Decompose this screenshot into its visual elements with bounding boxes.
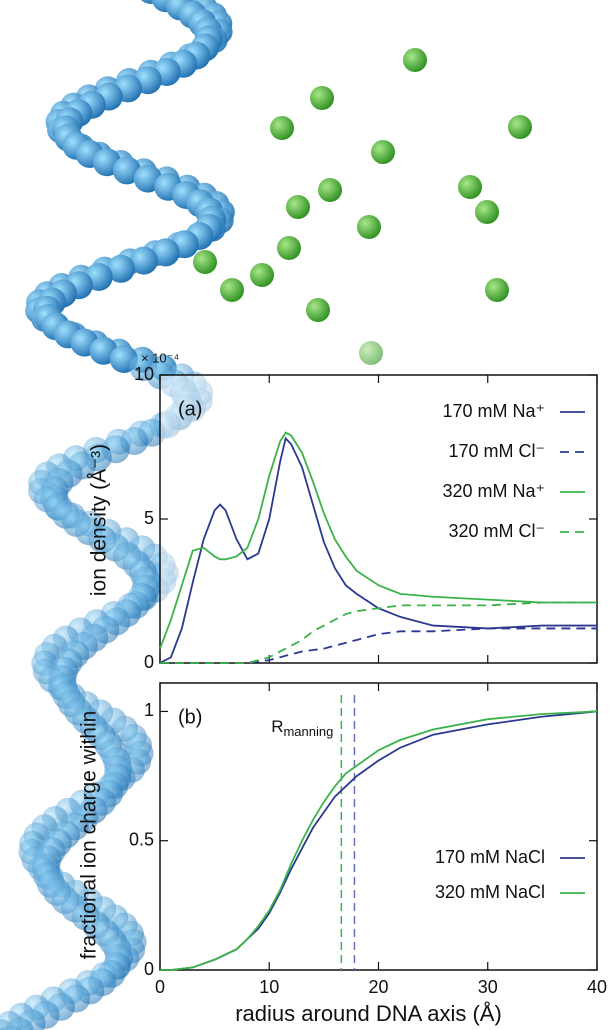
- panel-label: (a): [178, 398, 202, 420]
- dna-atom: [151, 238, 180, 267]
- x-tick-label: 30: [478, 977, 498, 997]
- series-line: [159, 436, 597, 664]
- legend-label: 320 mM Cl⁻: [448, 521, 545, 541]
- legend-label: 170 mM Na⁺: [442, 401, 545, 421]
- legend-label: 170 mM NaCl: [435, 847, 545, 867]
- dna-atom: [112, 156, 141, 185]
- y-tick-label: 0.5: [129, 829, 154, 849]
- ion: [286, 195, 310, 219]
- plot-area: [159, 374, 598, 664]
- x-tick-label: 20: [368, 977, 388, 997]
- ion: [485, 278, 509, 302]
- ion: [357, 215, 381, 239]
- ion: [306, 298, 330, 322]
- y-tick-label: 5: [144, 508, 154, 528]
- y-multiplier: × 10⁻⁴: [141, 350, 179, 365]
- y-tick-label: 0: [144, 652, 154, 672]
- legend-label: 320 mM NaCl: [435, 882, 545, 902]
- ion: [359, 341, 383, 365]
- ion: [270, 116, 294, 140]
- ion: [193, 250, 217, 274]
- x-tick-label: 40: [587, 977, 607, 997]
- dna-atom: [1, 1025, 22, 1030]
- ion: [277, 236, 301, 260]
- manning-label: Rmanning: [271, 717, 333, 739]
- ion: [475, 200, 499, 224]
- series-line: [159, 431, 597, 649]
- ion: [371, 140, 395, 164]
- ion: [318, 178, 342, 202]
- y-axis-label: fractional ion charge within: [78, 711, 101, 960]
- ion: [403, 48, 427, 72]
- label-main: R: [271, 717, 283, 736]
- series-line: [160, 601, 597, 664]
- ion: [250, 263, 274, 287]
- label-sub: manning: [283, 724, 333, 739]
- series-line: [160, 710, 598, 971]
- ion: [508, 115, 532, 139]
- x-tick-label: 0: [155, 977, 165, 997]
- panel: 0 10 20 30 40 0 0.5 1 (b) fractional ion charge w…: [78, 682, 607, 1026]
- y-axis-label: ion density (Å⁻³): [88, 444, 111, 596]
- legend-label: 320 mM Na⁺: [442, 481, 545, 501]
- dna-atom: [106, 254, 135, 283]
- ion: [220, 278, 244, 302]
- panel: 0 5 10× 10⁻⁴ (a) ion density (Å⁻³) 170 mM Na⁺…: [88, 350, 598, 672]
- ion: [310, 86, 334, 110]
- dna-atom: [129, 246, 158, 275]
- x-axis-label: radius around DNA axis (Å): [235, 1001, 502, 1026]
- plot-area: [159, 682, 598, 971]
- y-tick-label: 10: [134, 364, 154, 384]
- x-tick-label: 10: [259, 977, 279, 997]
- panel-label: (b): [178, 706, 202, 728]
- y-tick-label: 0: [144, 959, 154, 979]
- y-tick-label: 1: [144, 700, 154, 720]
- legend-label: 170 mM Cl⁻: [448, 441, 545, 461]
- ion: [458, 175, 482, 199]
